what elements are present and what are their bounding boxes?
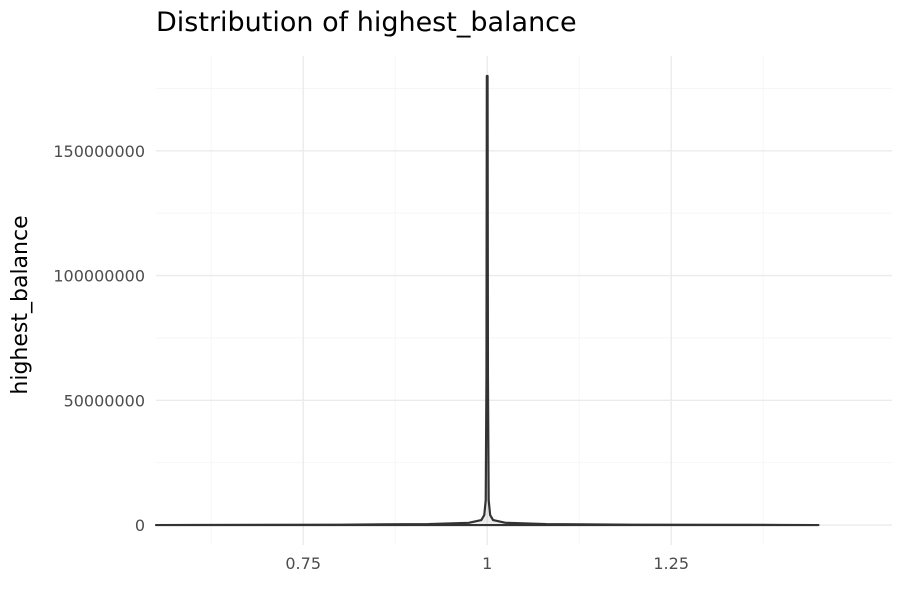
y-tick-label: 50000000 xyxy=(64,391,145,410)
x-tick-labels: 0.75 1 1.25 xyxy=(285,554,689,573)
grid-lines xyxy=(156,56,892,545)
y-axis-label: highest_balance xyxy=(8,215,33,394)
x-tick-label: 1.25 xyxy=(653,554,689,573)
violin-series xyxy=(154,74,820,527)
x-tick-label: 0.75 xyxy=(285,554,321,573)
y-tick-label: 100000000 xyxy=(53,267,145,286)
y-tick-label: 150000000 xyxy=(53,142,145,161)
y-tick-label: 0 xyxy=(135,516,145,535)
violin-shape xyxy=(154,74,820,527)
x-tick-label: 1 xyxy=(482,554,492,573)
y-tick-labels: 0 50000000 100000000 150000000 xyxy=(53,142,145,535)
chart-title: Distribution of highest_balance xyxy=(156,7,577,38)
